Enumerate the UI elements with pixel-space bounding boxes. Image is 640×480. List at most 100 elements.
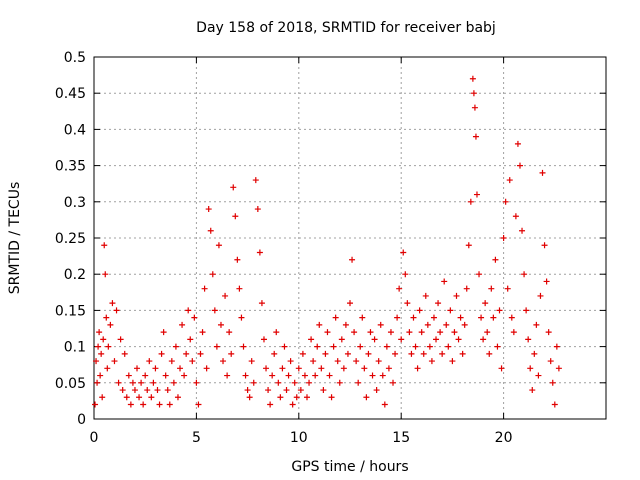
data-point [162,372,169,379]
data-point [367,329,374,336]
data-point [461,321,468,328]
data-point [336,379,343,386]
data-point [439,350,446,357]
data-point [164,387,171,394]
data-point [344,350,351,357]
y-tick-label: 0.4 [64,122,86,138]
data-point [291,379,298,386]
data-point [256,249,263,256]
data-point [279,365,286,372]
data-point [220,358,227,365]
data-point [265,387,272,394]
data-point [351,329,358,336]
data-point [369,372,376,379]
data-point [131,387,138,394]
x-tick-label: 5 [192,430,201,446]
data-point [95,343,102,350]
data-point [209,271,216,278]
data-point [387,329,394,336]
y-tick-label: 0.05 [55,376,86,392]
data-point [553,343,560,350]
data-point [410,314,417,321]
data-point [197,350,204,357]
data-point [236,285,243,292]
data-point [496,307,503,314]
data-point [260,336,267,343]
data-point [158,350,165,357]
data-point [213,343,220,350]
data-point [357,343,364,350]
data-point [152,365,159,372]
data-point [183,350,190,357]
data-point [459,350,466,357]
data-point [455,336,462,343]
data-point [148,394,155,401]
data-point [273,329,280,336]
data-point [512,213,519,220]
data-point [289,401,296,408]
x-tick-label: 10 [290,430,308,446]
data-point [340,365,347,372]
data-point [535,372,542,379]
y-tick-label: 0.1 [64,340,86,356]
data-point [96,329,103,336]
data-point [250,379,257,386]
data-point [121,350,128,357]
data-point [230,184,237,191]
data-point [103,314,110,321]
data-point [117,336,124,343]
data-point [519,227,526,234]
data-point [533,321,540,328]
data-point [269,372,276,379]
y-tick-label: 0.2 [64,267,86,283]
data-point [179,321,186,328]
data-point [467,198,474,205]
data-point [545,329,552,336]
data-point [547,358,554,365]
data-point [322,350,329,357]
data-point [390,379,397,386]
data-point [224,372,231,379]
data-point [234,256,241,263]
data-point [242,372,249,379]
data-point [527,365,534,372]
data-point [258,300,265,307]
data-point [97,372,104,379]
data-point [516,162,523,169]
data-point [303,394,310,401]
data-point [424,321,431,328]
data-point [115,379,122,386]
data-point [99,394,106,401]
data-point [408,350,415,357]
data-point [142,372,149,379]
data-point [478,314,485,321]
data-point [102,271,109,278]
data-point [160,329,167,336]
y-tick-label: 0.45 [55,86,86,102]
data-point [299,350,306,357]
x-tick-label: 15 [392,430,410,446]
data-point [129,379,136,386]
data-point [205,206,212,213]
data-point [104,365,111,372]
data-point [549,379,556,386]
data-point [433,336,440,343]
data-point [310,358,317,365]
data-point [324,329,331,336]
data-point [521,271,528,278]
data-point [543,278,550,285]
data-point [238,314,245,321]
data-point [94,379,101,386]
data-point [338,336,345,343]
data-point [222,292,229,299]
data-point [420,350,427,357]
data-point [174,394,181,401]
data-point [469,75,476,82]
y-tick-label: 0.5 [64,50,86,66]
data-point [482,300,489,307]
data-point [195,401,202,408]
data-point [414,365,421,372]
data-point [100,336,107,343]
data-point [134,365,141,372]
data-point [201,285,208,292]
